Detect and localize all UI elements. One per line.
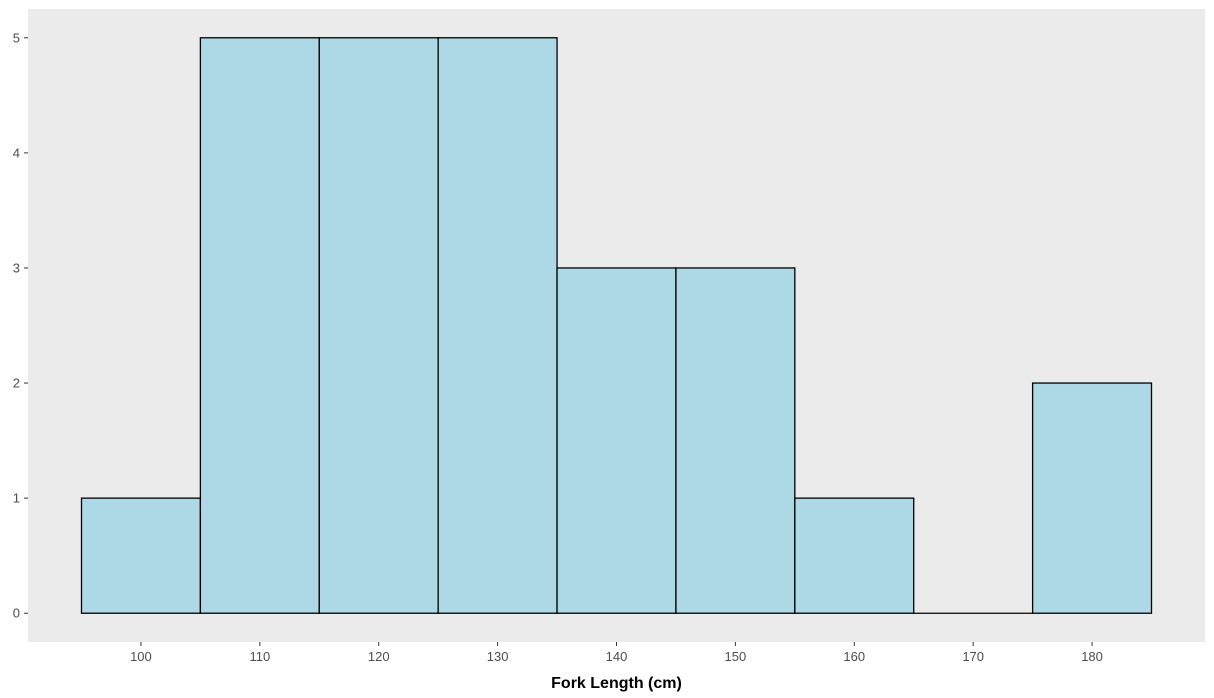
x-tick-label-140: 140 [606, 649, 628, 664]
histogram-bar-175-185 [1031, 382, 1153, 614]
histogram-bar-155-165 [794, 497, 915, 614]
histogram-bar-145-155 [675, 267, 796, 614]
x-tick-label-160: 160 [843, 649, 865, 664]
histogram-bar-115-125 [318, 37, 439, 614]
x-tick-label-150: 150 [725, 649, 747, 664]
x-axis-title: Fork Length (cm) [551, 675, 682, 692]
y-tick-label-1: 1 [13, 491, 20, 506]
y-tick-label-2: 2 [13, 376, 20, 391]
x-tick-label-120: 120 [368, 649, 390, 664]
x-tick-label-110: 110 [249, 649, 270, 664]
x-tick-label-100: 100 [130, 649, 152, 664]
x-tick-label-130: 130 [487, 649, 509, 664]
y-axis: 0 1 2 3 4 5 [13, 30, 28, 621]
bars-layer [80, 37, 1153, 614]
histogram-bar-105-115 [199, 37, 320, 614]
y-tick-label-0: 0 [13, 606, 20, 621]
x-axis: 100 110 120 130 140 150 160 170 180 [130, 642, 1103, 664]
x-tick-label-180: 180 [1081, 649, 1103, 664]
y-tick-label-3: 3 [13, 260, 20, 275]
y-tick-label-5: 5 [13, 30, 20, 45]
y-tick-label-4: 4 [13, 145, 20, 160]
x-tick-label-170: 170 [962, 649, 984, 664]
histogram-bar-95-105 [80, 497, 202, 614]
histogram-bar-125-135 [437, 37, 558, 614]
histogram-bar-135-145 [556, 267, 677, 614]
